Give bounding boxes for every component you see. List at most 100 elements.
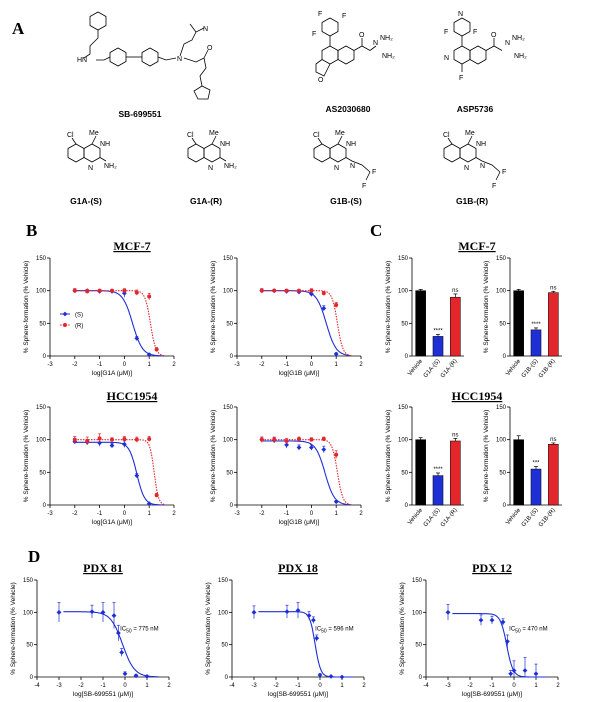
data-point-s [310, 617, 316, 623]
x-tick-label: 1 [335, 362, 339, 368]
bar [450, 440, 461, 506]
data-point-r [72, 437, 77, 442]
atom-label: N [505, 40, 510, 47]
data-point-s [295, 607, 301, 613]
atom-label: HN [77, 57, 87, 64]
data-point-r [97, 288, 102, 293]
atom-label: Cl [443, 132, 450, 139]
significance-label: ns [550, 437, 556, 443]
fit-curve-r [74, 439, 165, 505]
y-tick-label: 0 [230, 354, 234, 360]
x-tick-label: -2 [273, 683, 279, 689]
data-point-r [272, 437, 277, 442]
chart-c-hcc-g1b: 0 50 100 150 % Sphere-formation (% Vehicle) V… [483, 405, 562, 528]
chart-title: PDX 81 [83, 561, 123, 575]
fit-curve-r [261, 290, 352, 357]
atom-label: O [318, 77, 324, 84]
atom-label: NH [476, 141, 486, 148]
fit-curve-s [261, 440, 352, 506]
x-axis-label: log[G1B (μM)] [279, 519, 320, 526]
x-tick-label: 1 [148, 362, 152, 368]
y-tick-label: 150 [496, 405, 507, 411]
data-point-r [72, 288, 77, 293]
x-axis-label: log[SB-699551 (μM)] [73, 691, 133, 698]
x-tick-label: 2 [172, 511, 176, 517]
chart-c-hcc-g1a: 0 50 100 150 % Sphere-formation (% Vehicle) V… [385, 405, 464, 528]
category-label: G1B-(S) [521, 507, 540, 528]
data-point-r [309, 288, 314, 293]
atom-label: NH₂ [380, 35, 393, 42]
data-point-r [284, 438, 289, 443]
ic50-annotation: IC50 = 596 nM [315, 626, 353, 634]
chart-b-mcf7-g1b: 0 50 100 150 % Sphere-formation (% Vehicle) -… [210, 256, 363, 377]
data-point-r [85, 289, 90, 294]
atom-label: Me [465, 130, 475, 137]
atom-label: O [207, 45, 213, 52]
atom-label: F [362, 183, 366, 190]
panel-label-d: D [28, 547, 40, 566]
compound-label-as: AS2030680 [326, 104, 371, 114]
y-tick-label: 100 [496, 289, 507, 295]
legend-marker-r [63, 323, 67, 327]
fit-curve-s [74, 290, 165, 357]
y-tick-label: 100 [223, 438, 234, 444]
data-point-s [251, 609, 257, 615]
category-label: Vehicle [505, 358, 522, 377]
data-point-r [147, 294, 152, 299]
y-axis-label: % Sphere-formation (% Vehicle) [10, 582, 17, 675]
atom-label: N [334, 165, 339, 172]
atom-label: F [473, 29, 477, 36]
data-point-s [89, 609, 95, 615]
x-tick-label: -4 [34, 683, 40, 689]
y-tick-label: 50 [26, 643, 33, 649]
data-point-s [122, 671, 128, 677]
bar [415, 439, 426, 506]
data-point-s [146, 352, 152, 358]
significance-label: ns [452, 432, 458, 438]
data-point-s [333, 351, 339, 357]
y-axis-label: % Sphere-formation (% Vehicle) [23, 410, 30, 503]
y-tick-label: 150 [496, 256, 507, 262]
structure-g1a-s [67, 135, 107, 163]
data-point-s [321, 447, 327, 452]
x-tick-label: 0 [123, 362, 127, 368]
atom-label: NH [220, 141, 230, 148]
y-axis-label: % Sphere-formation (% Vehicle) [205, 582, 212, 675]
atom-label: N [208, 165, 213, 172]
structure-as2030680 [315, 17, 377, 77]
compound-label-g1ar: G1A-(R) [190, 196, 222, 206]
data-point-r [110, 437, 114, 442]
atom-label: NH₂ [514, 53, 527, 60]
category-label: G1A-(S) [423, 358, 442, 379]
x-tick-label: 2 [556, 683, 560, 689]
data-point-r [97, 436, 102, 441]
y-tick-label: 50 [39, 321, 46, 327]
panel-label-c: C [370, 221, 382, 240]
significance-label: *** [532, 460, 540, 466]
x-tick-label: -4 [423, 683, 429, 689]
y-tick-label: 50 [415, 643, 422, 649]
y-axis-label: % Sphere-formation (% Vehicle) [23, 261, 30, 354]
chart-b-mcf7-g1a: 0 50 100 150 % Sphere-formation (% Vehicle) -… [23, 256, 176, 377]
data-point-r [272, 288, 277, 293]
panel-label-a: A [12, 19, 25, 38]
atom-label: O [359, 32, 365, 39]
bar [548, 292, 559, 357]
x-tick-label: -1 [489, 683, 495, 689]
structure-asp5736 [453, 17, 503, 72]
y-axis-label: % Sphere-formation (% Vehicle) [399, 582, 406, 675]
data-point-s [146, 501, 152, 507]
data-point-s [314, 635, 320, 641]
data-point-r [297, 437, 301, 442]
ic50-annotation: IC50 = 470 nM [509, 626, 547, 634]
atom-label: Me [89, 130, 99, 137]
legend-marker-s [62, 311, 68, 317]
data-point-s [119, 650, 125, 655]
fit-curve-r [261, 439, 352, 506]
atom-label: F [459, 75, 463, 82]
data-point-s [478, 617, 484, 623]
x-tick-label: -1 [284, 362, 290, 368]
structure-g1b-s [313, 135, 371, 181]
legend-label: (R) [75, 324, 83, 330]
data-point-r [321, 437, 326, 442]
